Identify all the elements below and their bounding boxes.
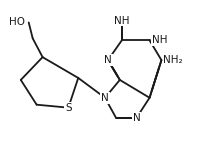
Text: NH: NH — [151, 35, 166, 45]
Text: HO: HO — [9, 18, 25, 28]
Text: N: N — [132, 113, 140, 123]
Text: N: N — [101, 93, 108, 103]
Text: NH: NH — [114, 16, 129, 26]
Text: NH₂: NH₂ — [163, 55, 182, 65]
Text: N: N — [104, 55, 111, 65]
Text: S: S — [65, 103, 71, 113]
